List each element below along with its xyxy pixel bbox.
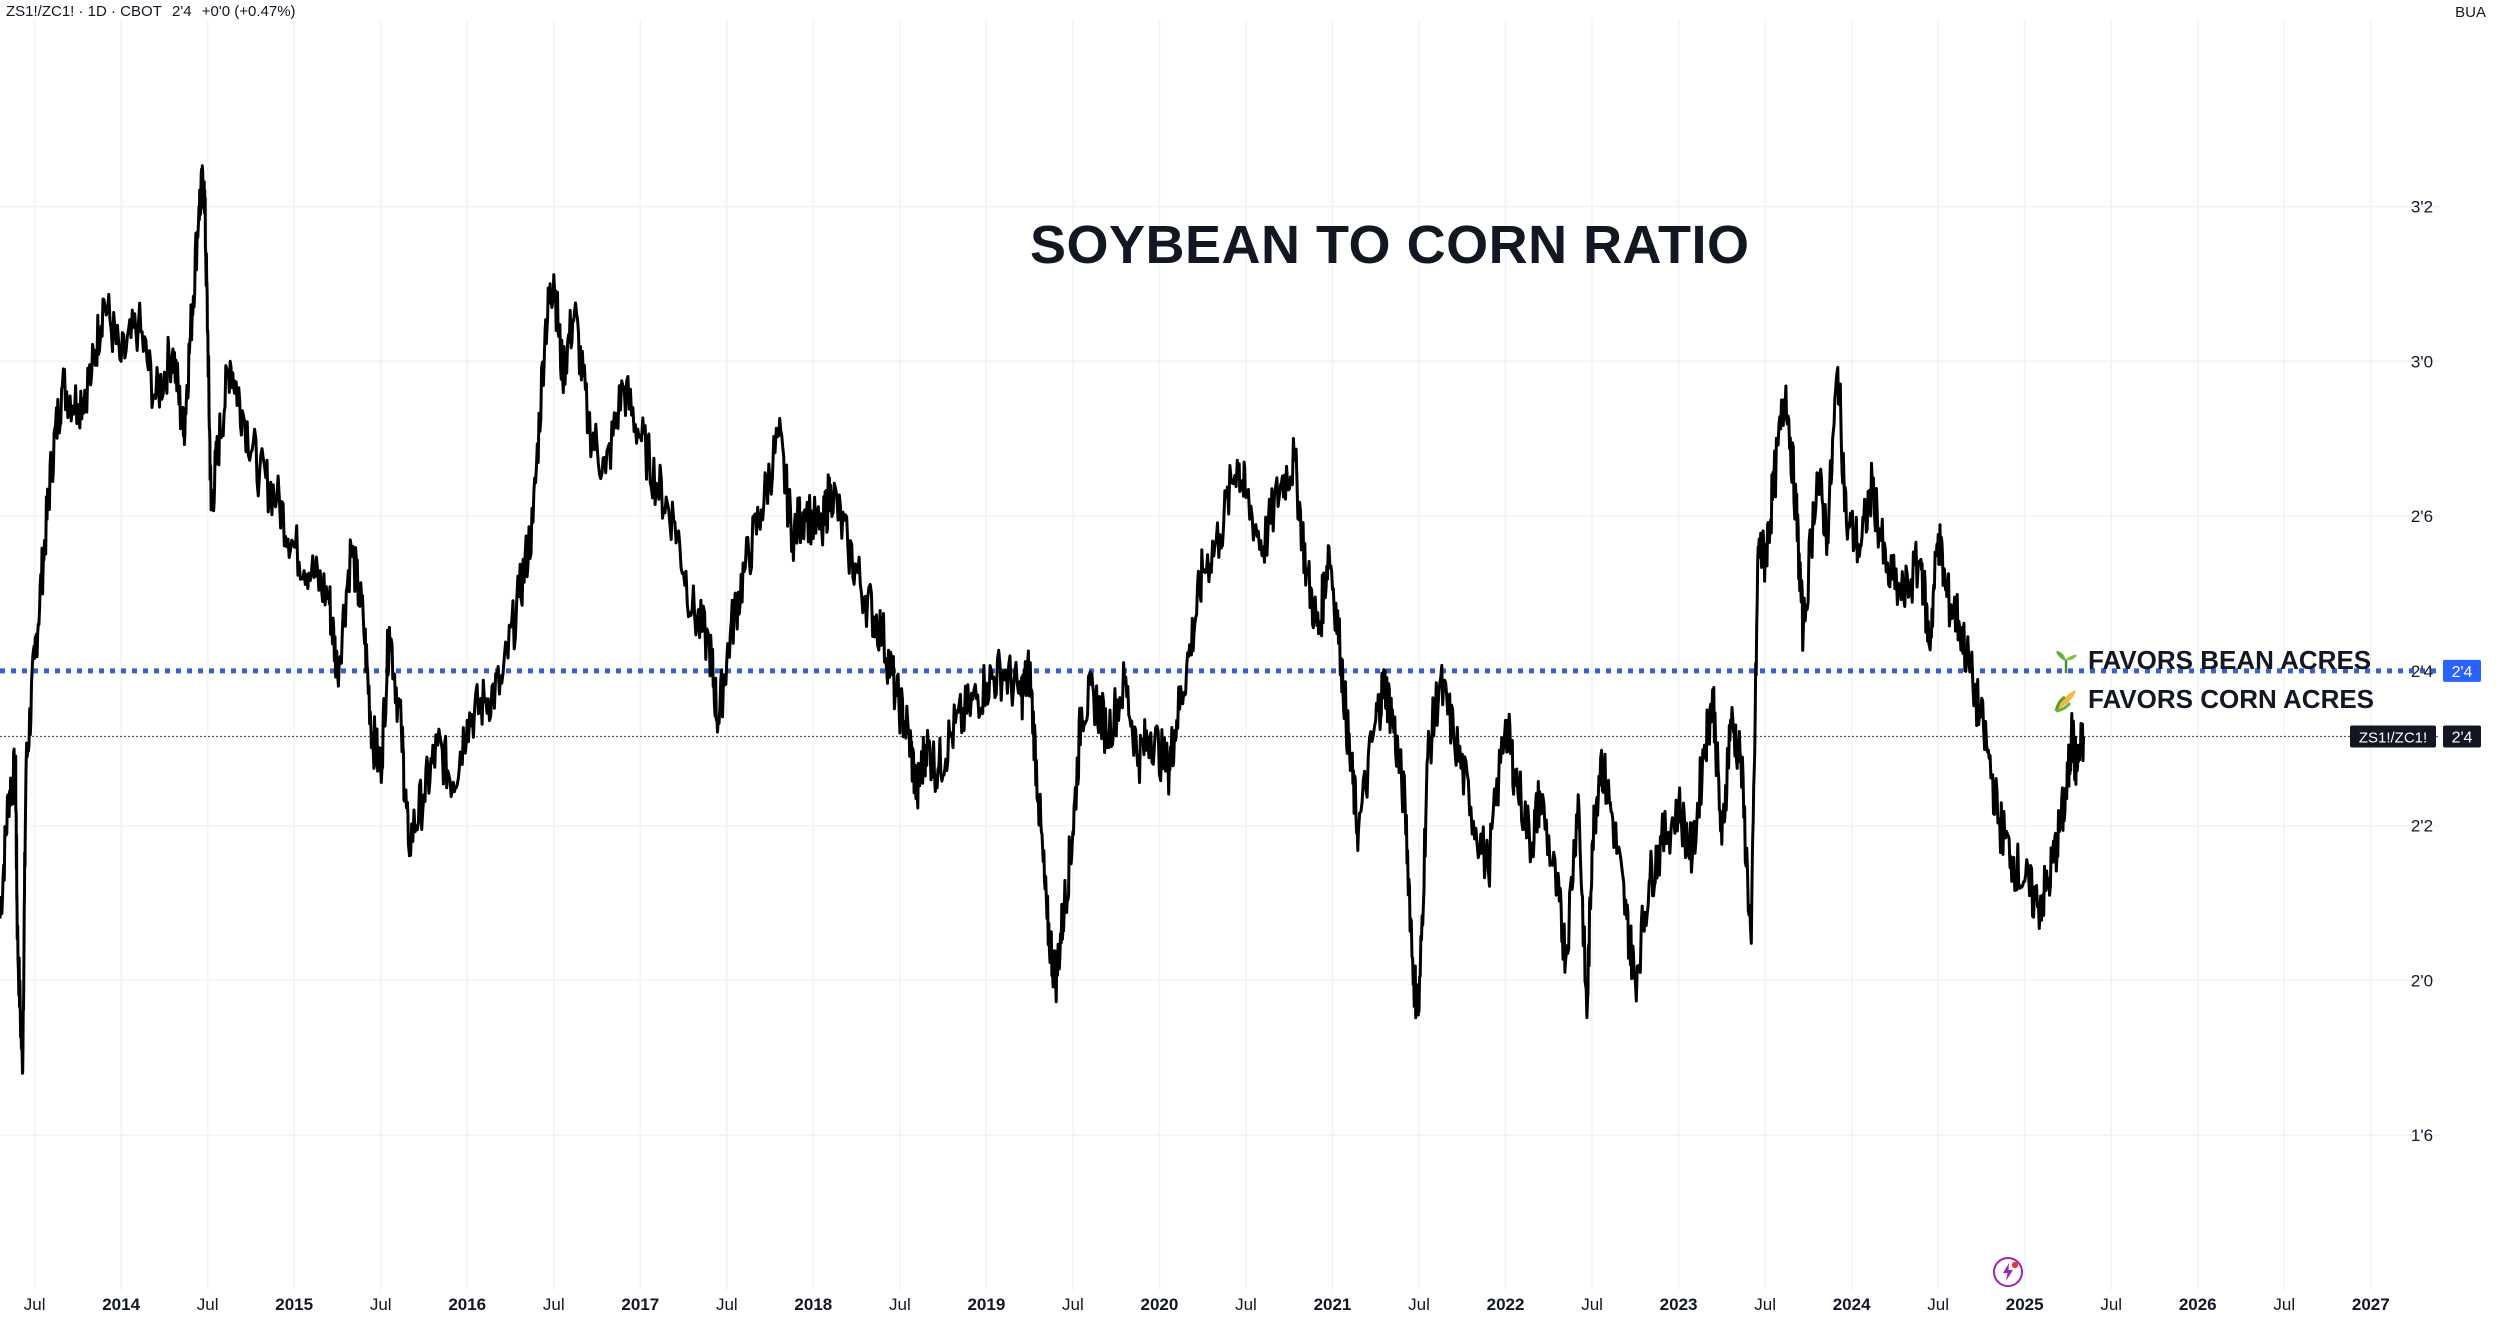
x-tick-label: Jul [1408, 1295, 1430, 1314]
x-tick-label: 2025 [2006, 1295, 2044, 1314]
price-change: +0'0 (+0.47%) [201, 3, 296, 20]
symbol-tag-text: ZS1!/ZC1! [2359, 729, 2427, 746]
corn-icon [2054, 689, 2076, 712]
horizontal-level [0, 668, 2440, 738]
corn-acres-label: FAVORS CORN ACRES [2088, 684, 2375, 714]
x-axis: Jul 2014 Jul 2015 Jul 2016 Jul 2017 Jul 2018 Jul 20… [24, 1295, 2390, 1314]
x-tick-label: Jul [24, 1295, 46, 1314]
x-tick-label: 2018 [794, 1295, 832, 1314]
x-tick-label: Jul [1754, 1295, 1776, 1314]
bean-acres-annotation: FAVORS BEAN ACRES [2052, 645, 2371, 676]
x-tick-label: 2022 [1487, 1295, 1525, 1314]
lightning-icon[interactable] [1993, 1257, 2023, 1287]
x-tick-label: Jul [889, 1295, 911, 1314]
last-price-text: 2'4 [2452, 729, 2473, 746]
x-tick-label: Jul [1235, 1295, 1257, 1314]
y-tick-label: 3'2 [2411, 197, 2433, 216]
ratio-line[interactable] [0, 164, 2085, 1075]
y-tick-label: 2'4 [2411, 662, 2433, 681]
bolt-glyph [2003, 1261, 2019, 1281]
y-tick-label: 1'6 [2411, 1126, 2433, 1145]
x-tick-label: 2017 [621, 1295, 659, 1314]
symbol-info[interactable]: ZS1!/ZC1! · 1D · CBOT [6, 3, 162, 20]
corn-acres-annotation: FAVORS CORN ACRES [2052, 684, 2374, 715]
x-tick-label: Jul [716, 1295, 738, 1314]
x-tick-label: Jul [370, 1295, 392, 1314]
currency-label[interactable]: BUA [2455, 4, 2486, 21]
x-tick-label: Jul [197, 1295, 219, 1314]
symbol-header: ZS1!/ZC1! · 1D · CBOT 2'4 +0'0 (+0.47%) [6, 3, 302, 20]
x-tick-label: Jul [543, 1295, 565, 1314]
y-axis: 1'6 2'0 2'2 2'4 2'6 3'0 3'2 [2411, 197, 2433, 1145]
y-tick-label: 3'0 [2411, 352, 2433, 371]
bean-acres-label: FAVORS BEAN ACRES [2088, 645, 2372, 675]
y-tick-label: 2'0 [2411, 971, 2433, 990]
last-price-tag [2443, 725, 2481, 748]
x-tick-label: 2026 [2179, 1295, 2217, 1314]
x-tick-label: 2024 [1833, 1295, 1871, 1314]
chart-title: SOYBEAN TO CORN RATIO [1030, 215, 1750, 275]
x-tick-label: 2016 [448, 1295, 486, 1314]
x-tick-label: Jul [1927, 1295, 1949, 1314]
seedling-icon [2056, 650, 2077, 673]
x-tick-label: 2014 [102, 1295, 140, 1314]
x-tick-label: Jul [2273, 1295, 2295, 1314]
y-tick-label: 2'6 [2411, 507, 2433, 526]
last-price: 2'4 [172, 3, 192, 20]
level-price-tag [2443, 659, 2481, 682]
price-tags: 2'4 ZS1!/ZC1! 2'4 [2350, 659, 2481, 748]
x-tick-label: 2019 [967, 1295, 1005, 1314]
grid-lines [0, 20, 2440, 1290]
x-tick-label: 2023 [1660, 1295, 1698, 1314]
x-tick-label: Jul [2100, 1295, 2122, 1314]
x-tick-label: 2015 [275, 1295, 313, 1314]
x-tick-label: Jul [1581, 1295, 1603, 1314]
level-price-text: 2'4 [2452, 664, 2473, 681]
symbol-tag [2350, 725, 2436, 748]
x-tick-label: 2020 [1141, 1295, 1179, 1314]
x-tick-label: 2021 [1314, 1295, 1352, 1314]
y-tick-label: 2'2 [2411, 817, 2433, 836]
x-tick-label: Jul [1062, 1295, 1084, 1314]
x-tick-label: 2027 [2352, 1295, 2390, 1314]
price-series [0, 164, 2085, 1075]
